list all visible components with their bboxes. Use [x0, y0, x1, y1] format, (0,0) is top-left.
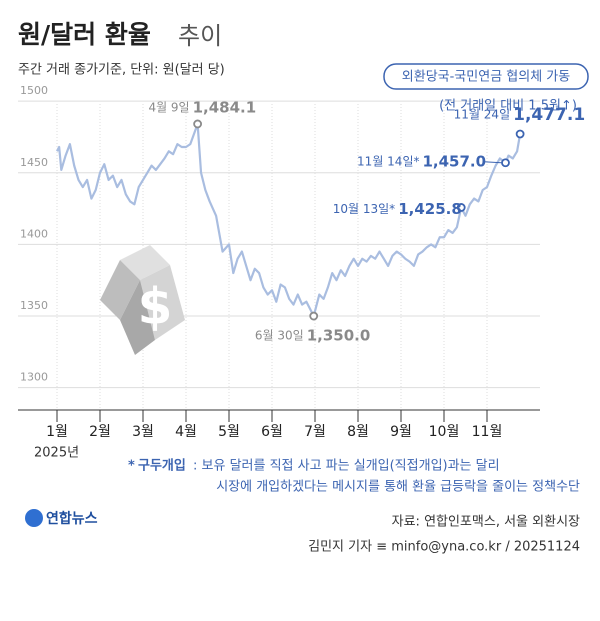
y-tick-label: 1450: [20, 156, 48, 169]
annotation-date: 10월 13일*: [333, 202, 395, 216]
annotation-date: 11월 24일: [454, 107, 510, 121]
subtitle: 주간 거래 종가기준, 단위: 원(달러 당): [18, 63, 225, 78]
x-tick-label: 1월: [46, 424, 68, 440]
event-note: (전 거래일 대비 1.5원↑): [439, 99, 577, 114]
y-tick-label: 1500: [20, 84, 48, 97]
x-tick-label: 4월: [175, 424, 197, 440]
annotation-point: [501, 158, 510, 168]
footnote-line: 시장에 개입하겠다는 메시지를 통해 환율 급등락을 줄이는 정책수단: [216, 480, 580, 495]
x-tick-label: 2월: [89, 424, 111, 440]
chart-title: 원/달러 환율: [18, 20, 151, 49]
annotation-date: 11월 14일*: [357, 154, 419, 168]
annotation-point: [309, 311, 319, 321]
annotation-value: 1,457.0: [422, 152, 486, 170]
annotation-date: 4월 9일: [148, 100, 189, 114]
x-tick-label: 5월: [218, 424, 240, 440]
x-tick-label: 9월: [390, 424, 412, 440]
event-box: [383, 63, 589, 90]
footnote-mark: *: [128, 459, 135, 474]
x-tick-label: 10월: [429, 424, 460, 440]
y-tick-label: 1300: [20, 371, 48, 384]
annotation-date: 6월 30일: [255, 329, 304, 343]
x-tick-label: 3월: [132, 424, 154, 440]
logo-icon: [25, 509, 43, 527]
annotation-value: 1,484.1: [193, 98, 257, 116]
annotation-point: [515, 129, 525, 139]
annotation-value: 1,425.8: [398, 200, 462, 218]
svg-text:$: $: [138, 278, 173, 336]
credit: 김민지 기자 ≡ minfo@yna.co.kr / 20251124: [308, 540, 580, 555]
annotation-value: 1,350.0: [307, 327, 371, 345]
y-tick-label: 1400: [20, 227, 48, 240]
annotation-point: [456, 203, 466, 212]
x-tick-label: 6월: [261, 424, 283, 440]
x-tick-label: 11월: [472, 424, 503, 440]
x-tick-label: 8월: [347, 424, 369, 440]
footnote-line: : 보유 달러를 직접 사고 파는 실개입(직접개입)과는 달리: [193, 459, 500, 474]
event-box-text: 외환당국-국민연금 협의체 가동: [402, 70, 570, 85]
leader-line: [483, 161, 502, 164]
line: [56, 122, 522, 318]
annotation-point: [193, 119, 203, 129]
dollar-icon: $: [100, 245, 185, 355]
x-tick-label: 7월: [304, 424, 326, 440]
source: 자료: 연합인포맥스, 서울 외환시장: [392, 515, 580, 530]
annotation-value: 1,477.1: [513, 105, 585, 125]
footnote-term: 구두개입: [138, 459, 186, 474]
year-label: 2025년: [34, 446, 79, 461]
chart-title-suffix: 추이: [178, 22, 222, 50]
y-tick-label: 1350: [20, 299, 48, 312]
logo: 연합뉴스: [46, 510, 98, 527]
